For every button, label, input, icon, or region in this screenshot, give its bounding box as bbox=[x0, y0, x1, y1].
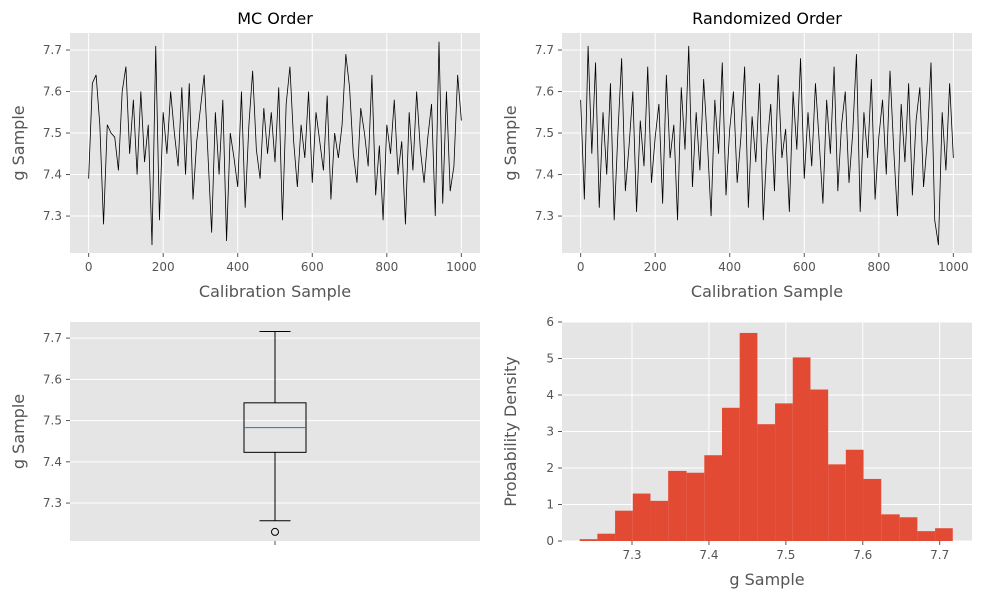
bar bbox=[899, 517, 918, 541]
y-axis-label: g Sample bbox=[9, 105, 28, 180]
x-tick-label: 7.6 bbox=[853, 548, 872, 562]
x-tick-label: 7.7 bbox=[930, 548, 949, 562]
y-tick-label: 6 bbox=[546, 315, 554, 329]
y-axis-label: g Sample bbox=[501, 105, 520, 180]
y-tick-label: 0 bbox=[546, 534, 554, 548]
y-tick-label: 3 bbox=[546, 425, 554, 439]
x-tick-label: 200 bbox=[644, 260, 667, 274]
y-tick-label: 1 bbox=[546, 498, 554, 512]
bar bbox=[579, 539, 598, 541]
y-axis-label: Probability Density bbox=[501, 356, 520, 507]
y-tick-label: 2 bbox=[546, 461, 554, 475]
bar bbox=[686, 472, 705, 541]
chart-title: Randomized Order bbox=[692, 9, 842, 28]
y-tick-label: 7.5 bbox=[43, 126, 62, 140]
x-tick-label: 0 bbox=[85, 260, 93, 274]
data-line bbox=[580, 45, 954, 246]
x-axis-label: Calibration Sample bbox=[199, 282, 351, 301]
x-tick-label: 400 bbox=[226, 260, 249, 274]
x-axis-label: Calibration Sample bbox=[691, 282, 843, 301]
bar bbox=[845, 449, 864, 541]
bar bbox=[704, 455, 722, 541]
y-tick-label: 5 bbox=[546, 352, 554, 366]
bar bbox=[615, 510, 633, 541]
y-tick-label: 7.6 bbox=[43, 85, 62, 99]
x-tick-label: 600 bbox=[301, 260, 324, 274]
y-tick-label: 7.5 bbox=[535, 126, 554, 140]
y-tick-label: 7.3 bbox=[43, 209, 62, 223]
bar bbox=[757, 424, 776, 541]
x-tick-label: 400 bbox=[718, 260, 741, 274]
y-tick-label: 7.4 bbox=[43, 455, 62, 469]
x-tick-label: 1000 bbox=[446, 260, 477, 274]
x-tick-label: 800 bbox=[867, 260, 890, 274]
bar bbox=[935, 528, 953, 541]
bar bbox=[917, 531, 936, 541]
bar bbox=[881, 514, 900, 541]
x-tick-label: 7.4 bbox=[699, 548, 718, 562]
x-axis-label: g Sample bbox=[729, 570, 804, 589]
flier bbox=[271, 527, 279, 536]
y-tick-label: 7.5 bbox=[43, 414, 62, 428]
bar bbox=[810, 389, 829, 541]
y-tick-label: 7.7 bbox=[43, 43, 62, 57]
bar bbox=[739, 332, 758, 541]
x-tick-label: 7.5 bbox=[776, 548, 795, 562]
y-tick-label: 7.6 bbox=[43, 372, 62, 386]
y-tick-label: 7.6 bbox=[535, 85, 554, 99]
bar bbox=[597, 533, 616, 541]
bar bbox=[775, 403, 793, 541]
plot-background bbox=[70, 33, 480, 253]
x-tick-label: 600 bbox=[793, 260, 816, 274]
x-tick-label: 200 bbox=[152, 260, 175, 274]
bar bbox=[722, 407, 740, 541]
bar bbox=[863, 478, 882, 541]
y-tick-label: 7.4 bbox=[43, 168, 62, 182]
y-tick-label: 7.3 bbox=[535, 209, 554, 223]
x-tick-label: 7.3 bbox=[622, 548, 641, 562]
y-tick-label: 7.7 bbox=[535, 43, 554, 57]
bar bbox=[792, 357, 811, 541]
y-axis-label: g Sample bbox=[9, 394, 28, 469]
y-tick-label: 7.7 bbox=[43, 331, 62, 345]
y-tick-label: 7.3 bbox=[43, 496, 62, 510]
data-line bbox=[88, 41, 462, 246]
x-tick-label: 1000 bbox=[938, 260, 969, 274]
bar bbox=[650, 500, 669, 541]
x-tick-label: 0 bbox=[577, 260, 585, 274]
y-tick-label: 7.4 bbox=[535, 168, 554, 182]
y-tick-label: 4 bbox=[546, 388, 554, 402]
bar bbox=[632, 493, 651, 541]
chart-title: MC Order bbox=[237, 9, 313, 28]
bar bbox=[668, 470, 687, 541]
bar bbox=[828, 464, 846, 541]
x-tick-label: 800 bbox=[375, 260, 398, 274]
